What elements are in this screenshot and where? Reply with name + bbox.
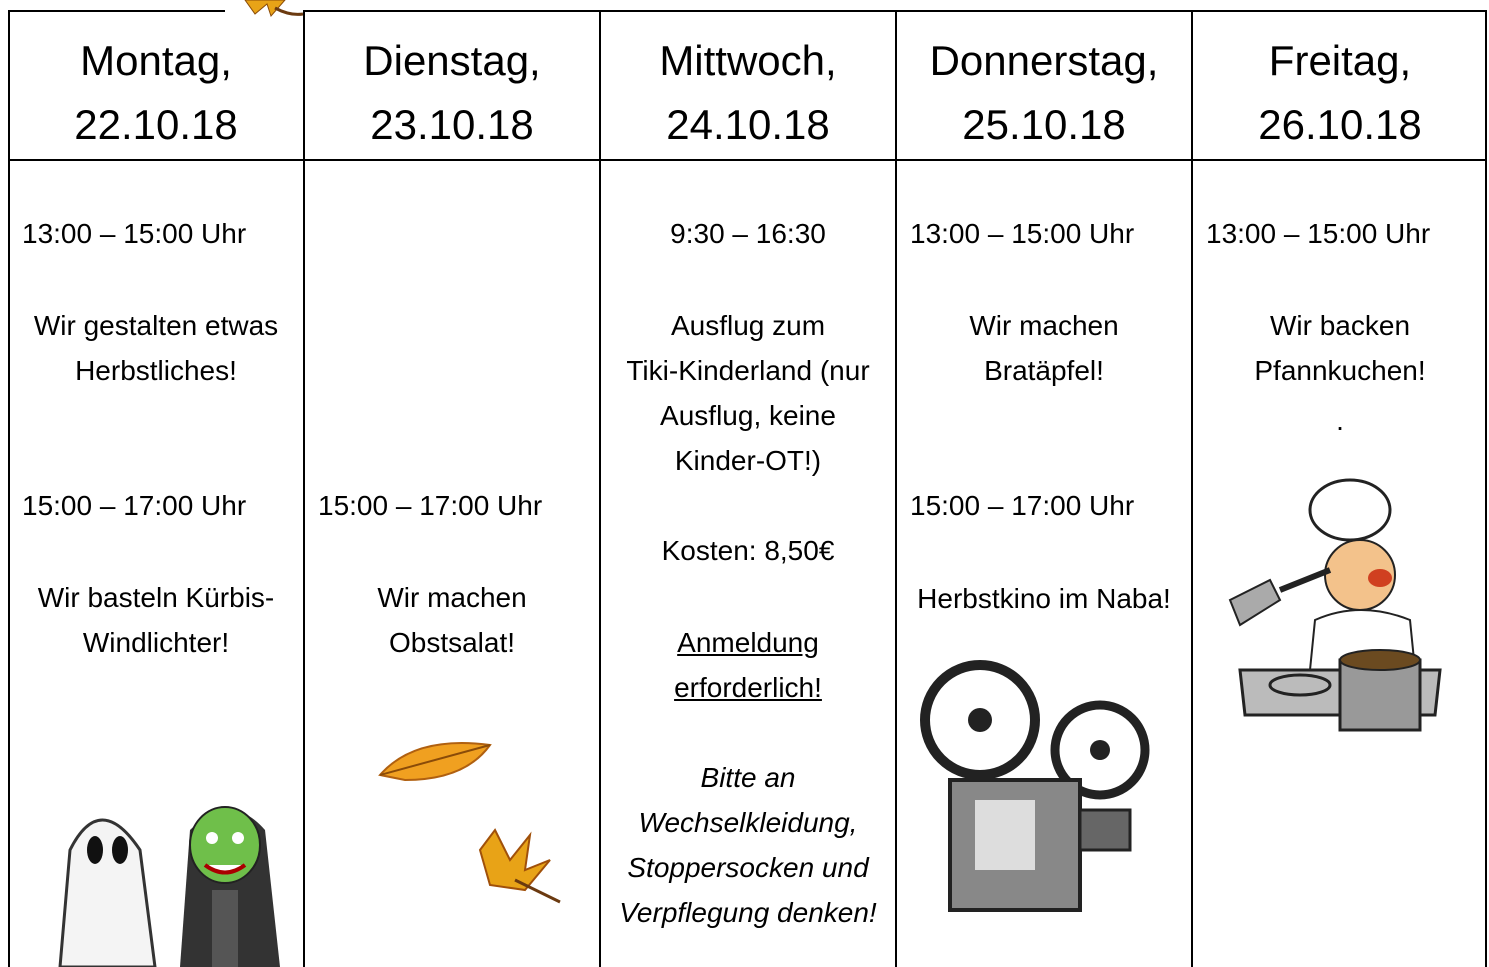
- date: 24.10.18: [666, 101, 830, 148]
- time: 15:00 – 17:00 Uhr: [910, 490, 1135, 521]
- day: Mittwoch,: [659, 37, 837, 84]
- activity: Wir backen Pfannkuchen!: [1254, 310, 1426, 386]
- ghost-vampire-illustration: [58, 806, 280, 967]
- registration-note: Anmeldung erforderlich!: [674, 627, 822, 703]
- day: Dienstag,: [363, 37, 541, 84]
- time: 13:00 – 15:00 Uhr: [22, 218, 247, 249]
- activity: Ausflug zum Tiki-Kinderland (nur Ausflug…: [626, 310, 870, 476]
- time: 9:30 – 16:30: [670, 218, 826, 249]
- activity: Wir gestalten etwas Herbstliches!: [33, 310, 279, 386]
- time: 13:00 – 15:00 Uhr: [910, 218, 1135, 249]
- day: Freitag,: [1268, 37, 1412, 84]
- dot: .: [1336, 405, 1344, 436]
- date: 22.10.18: [74, 101, 238, 148]
- leaves-illustration: [378, 742, 561, 904]
- chef-illustration: [1228, 478, 1442, 732]
- border-top: [8, 10, 225, 12]
- time: 13:00 – 15:00 Uhr: [1206, 218, 1431, 249]
- date: 25.10.18: [962, 101, 1126, 148]
- time: 15:00 – 17:00 Uhr: [22, 490, 247, 521]
- day: Montag,: [80, 37, 232, 84]
- activity: Wir machen Obstsalat!: [377, 582, 527, 658]
- reminder: Bitte an Wechselkleidung, Stoppersocken …: [619, 762, 877, 928]
- column-border: [1191, 10, 1193, 967]
- time: 15:00 – 17:00 Uhr: [318, 490, 543, 521]
- activity: Wir machen Bratäpfel!: [969, 310, 1119, 386]
- column-border: [599, 10, 601, 967]
- column-border: [8, 10, 10, 967]
- day: Donnerstag,: [929, 37, 1159, 84]
- activity: Herbstkino im Naba!: [917, 583, 1171, 614]
- projector-illustration: [920, 660, 1150, 912]
- column-border: [895, 10, 897, 967]
- date: 23.10.18: [370, 101, 534, 148]
- column-border: [303, 10, 305, 967]
- header-divider: [8, 159, 1487, 161]
- leaf-icon: [244, 0, 304, 17]
- date: 26.10.18: [1258, 101, 1422, 148]
- column-border: [1485, 10, 1487, 967]
- cost: Kosten: 8,50€: [661, 535, 835, 566]
- activity: Wir basteln Kürbis- Windlichter!: [37, 582, 275, 658]
